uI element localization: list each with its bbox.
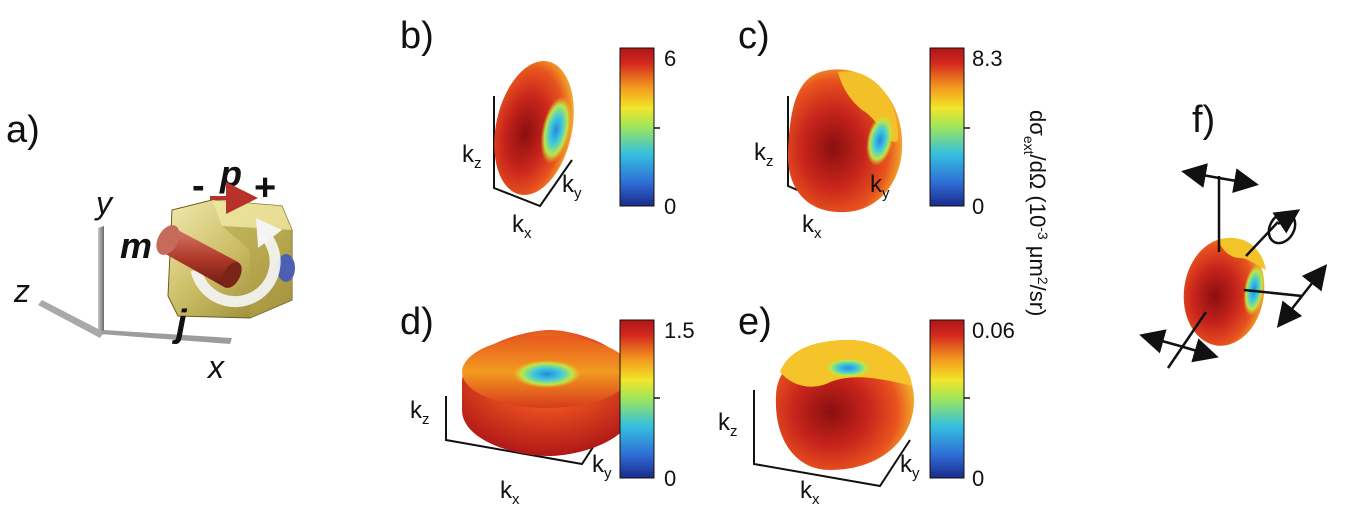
colorbar-c [929, 47, 965, 207]
panel-label-d: d) [400, 301, 434, 343]
panel-d-ky: ky [592, 451, 612, 482]
panel-d-kx: kx [500, 477, 520, 508]
pol-circ-stem [1245, 221, 1279, 257]
pol-circ-arrow [1272, 209, 1301, 234]
axis-z-label: z [13, 273, 30, 309]
panel-c-ky: ky [870, 171, 890, 202]
panel-label-e: e) [738, 301, 772, 343]
panel-label-a: a) [6, 109, 40, 151]
panel-f-lobe [1218, 237, 1266, 270]
panel-e-axes [753, 390, 911, 488]
pol-right-arrow-up [1301, 264, 1328, 297]
panel-b-kx: kx [512, 211, 532, 242]
panel-b-axes [493, 96, 573, 208]
colorbar-c-min: 0 [972, 194, 984, 219]
colorbar-b-min: 0 [664, 194, 676, 219]
pol-right-arrow-down [1276, 295, 1303, 328]
colorbar-d [619, 319, 655, 479]
panel-f: f) [1139, 99, 1328, 369]
panel-d-kz: kz [410, 397, 430, 428]
panel-c: c) kz kx ky 8.3 0 [738, 15, 1003, 242]
colorbar-e-min: 0 [972, 466, 984, 491]
panel-label-c: c) [738, 15, 770, 57]
pol-bottom-arrow-left [1139, 329, 1181, 354]
x-axis-bar [100, 330, 232, 344]
axis-y-label: y [94, 185, 114, 221]
pol-right-stem [1243, 288, 1303, 298]
panel-e-kx: kx [800, 477, 820, 508]
colorbar-d-max: 1.5 [664, 318, 695, 343]
panel-b-hole [540, 96, 572, 164]
panel-e-kz: kz [718, 409, 738, 440]
j-label: j [171, 303, 188, 345]
pol-top-arrow-right [1218, 168, 1259, 193]
plus-label: + [254, 167, 276, 209]
panel-b-kz: kz [462, 141, 482, 172]
axis-x-label: x [206, 349, 225, 385]
y-axis-bar [98, 226, 104, 336]
panel-b: b) kz kx ky 6 0 [400, 15, 676, 242]
pol-top-arrow-left [1181, 163, 1220, 188]
svg-text:dσext/dΩ (10-3 μm2/sr): dσext/dΩ (10-3 μm2/sr) [1021, 110, 1051, 316]
panel-b-ky: ky [562, 171, 582, 202]
colorbar-b-max: 6 [664, 46, 676, 71]
colorbar-d-min: 0 [664, 466, 676, 491]
m-label: m [120, 225, 152, 266]
pol-bottom-stem [1166, 311, 1208, 369]
panel-c-hole [866, 114, 894, 166]
panel-e-ky: ky [900, 451, 920, 482]
colorbar-b [619, 47, 655, 207]
colorbar-e-max: 0.06 [972, 318, 1015, 343]
panel-c-kz: kz [754, 139, 774, 170]
panel-e-hole [824, 358, 872, 378]
z-axis-bar [38, 300, 104, 338]
dipole-rod [156, 225, 242, 288]
panel-c-kx: kx [802, 211, 822, 242]
pol-bottom-arrow-right [1179, 338, 1219, 363]
panel-label-b: b) [400, 15, 434, 57]
panel-d-hole [513, 360, 581, 388]
minus-label: - [192, 165, 205, 207]
p-label: p [219, 153, 242, 194]
panel-d: d) kz kx ky 1.5 0 [400, 301, 695, 508]
panel-f-radiation-pattern [1183, 238, 1265, 346]
colorbar-c-max: 8.3 [972, 46, 1003, 71]
colorbar-label: dσext/dΩ (10-3 μm2/sr) [1021, 110, 1051, 316]
panel-label-f: f) [1192, 99, 1215, 141]
panel-a: a) y z x m p - + j [6, 109, 295, 385]
panel-e: e) kz kx ky 0.06 0 [718, 301, 1015, 508]
colorbar-e [929, 319, 965, 479]
